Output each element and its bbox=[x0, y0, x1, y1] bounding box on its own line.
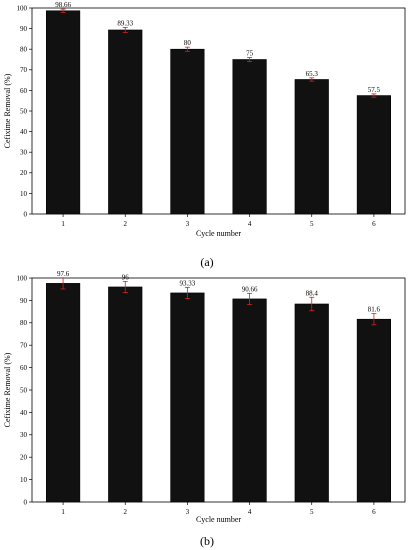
data-label: 81.6 bbox=[368, 306, 381, 314]
x-axis-title: Cycle number bbox=[196, 229, 241, 238]
y-axis-title: Cefixime Removal (%) bbox=[3, 73, 12, 148]
bar-cycle-3 bbox=[170, 48, 205, 215]
x-tick-label: 3 bbox=[186, 220, 190, 228]
y-tick-label: 30 bbox=[20, 431, 28, 439]
x-tick-label: 1 bbox=[61, 508, 65, 516]
chart-panel-2: 0 10 20 30 40 50 60 70 80 90 100 Cefixime Removal (… bbox=[3, 270, 406, 548]
y-axis-title: Cefixime Removal (%) bbox=[3, 352, 12, 427]
y-tick-label: 40 bbox=[20, 409, 28, 417]
x-tick-label: 5 bbox=[310, 220, 314, 228]
y-tick-label: 60 bbox=[20, 364, 28, 372]
y-tick-label: 80 bbox=[20, 319, 28, 327]
data-label: 80 bbox=[184, 39, 192, 47]
bar-cycle-4 bbox=[232, 59, 267, 215]
x-tick-label: 6 bbox=[372, 508, 376, 516]
data-label: 96 bbox=[122, 273, 130, 281]
y-tick-label: 100 bbox=[17, 274, 28, 282]
plot-frame bbox=[31, 277, 406, 503]
data-label: 90.66 bbox=[242, 285, 258, 293]
x-tick-label: 1 bbox=[61, 220, 65, 228]
y-tick-label: 10 bbox=[20, 190, 28, 198]
x-tick-label: 6 bbox=[372, 220, 376, 228]
y-tick-label: 90 bbox=[20, 25, 28, 33]
chart-panel-1: 0 10 20 30 40 50 60 70 80 90 100 Cefixime Removal (… bbox=[3, 1, 406, 269]
y-tick-label: 70 bbox=[20, 342, 28, 350]
x-tick-label: 2 bbox=[124, 220, 128, 228]
y-tick-label: 10 bbox=[20, 476, 28, 484]
bar-cycle-1 bbox=[45, 283, 81, 503]
bar-cycle-5 bbox=[294, 79, 329, 215]
bar-cycle-1 bbox=[45, 10, 81, 215]
y-tick-label: 20 bbox=[20, 454, 28, 462]
plot-frame bbox=[31, 7, 406, 215]
data-label: 88.4 bbox=[306, 289, 319, 297]
y-tick-label: 100 bbox=[17, 4, 28, 12]
bar-cycle-3 bbox=[170, 292, 205, 503]
data-label: 97.6 bbox=[57, 270, 70, 278]
data-label: 57.5 bbox=[368, 86, 381, 94]
y-tick-label: 20 bbox=[20, 169, 28, 177]
x-tick-label: 2 bbox=[124, 508, 128, 516]
bar-cycle-2 bbox=[108, 286, 143, 503]
y-tick-label: 50 bbox=[20, 107, 28, 115]
x-tick-label: 4 bbox=[248, 508, 252, 516]
y-tick-label: 80 bbox=[20, 46, 28, 54]
x-tick-label: 4 bbox=[248, 220, 252, 228]
data-label: 75 bbox=[246, 49, 254, 57]
y-tick-label: 50 bbox=[20, 386, 28, 394]
data-label: 98.66 bbox=[55, 1, 71, 9]
y-tick-label: 40 bbox=[20, 128, 28, 136]
y-tick-label: 0 bbox=[24, 498, 28, 506]
x-tick-label: 3 bbox=[186, 508, 190, 516]
bar-cycle-4 bbox=[232, 298, 267, 503]
bar-cycle-6 bbox=[356, 95, 392, 215]
bar-cycle-6 bbox=[356, 318, 392, 503]
x-axis-title: Cycle number bbox=[196, 515, 241, 524]
data-label: 89.33 bbox=[117, 20, 133, 28]
bar-cycle-2 bbox=[108, 29, 143, 215]
x-tick-label: 5 bbox=[310, 508, 314, 516]
y-tick-label: 90 bbox=[20, 297, 28, 305]
y-tick-label: 0 bbox=[24, 210, 28, 218]
bar-cycle-5 bbox=[294, 303, 329, 503]
data-label: 93.33 bbox=[180, 279, 196, 287]
y-tick-label: 70 bbox=[20, 66, 28, 74]
panel-label: (a) bbox=[200, 255, 213, 269]
y-tick-label: 60 bbox=[20, 87, 28, 95]
data-label: 65.3 bbox=[306, 70, 319, 78]
panel-label: (b) bbox=[200, 534, 214, 548]
y-tick-label: 30 bbox=[20, 149, 28, 157]
